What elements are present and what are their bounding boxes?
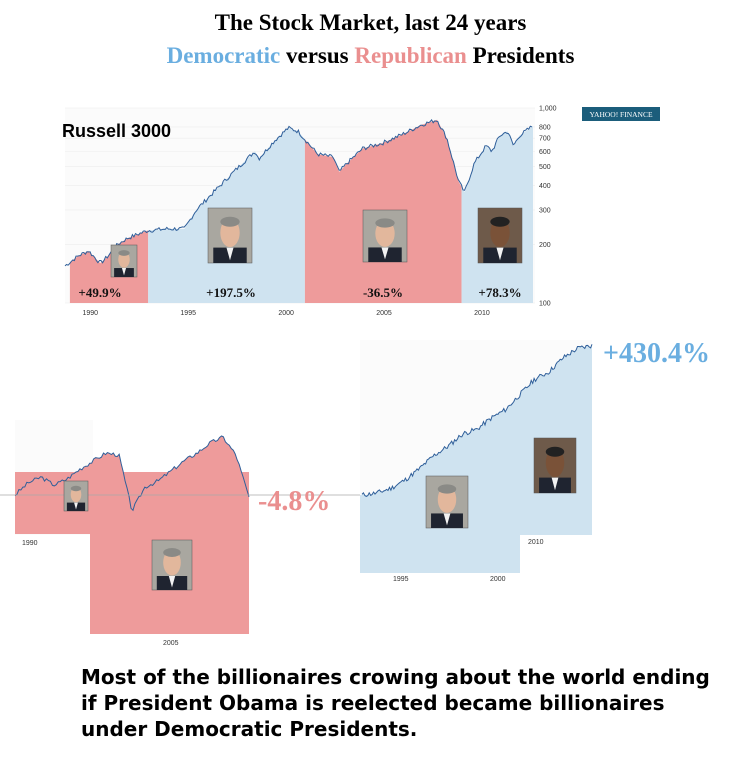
subtitle-presidents: Presidents [466,43,575,68]
x-tick-label: 1995 [180,310,196,317]
bush-jr-portrait [362,209,408,263]
russell-3000-title: Russell 3000 [62,121,171,141]
y-tick-label: 300 [539,207,551,214]
rep-total-change: -4.8% [258,486,330,517]
x-tick-label: 1990 [22,540,38,547]
x-tick-label: 1990 [83,310,99,317]
yahoo-finance-label: YAHOO! FINANCE [589,110,653,119]
subtitle-republican: Republican [354,43,467,68]
segment-change-label: +78.3% [478,285,521,300]
x-tick-label: 2010 [474,310,490,317]
y-tick-label: 700 [539,136,551,143]
dem-area-obama [520,495,592,535]
bush-jr-portrait [151,539,193,591]
y-tick-label: 400 [539,183,551,190]
y-tick-label: 1,000 [539,106,557,113]
yahoo-finance-badge [582,107,660,121]
y-tick-label: 800 [539,124,551,131]
x-tick-label: 2005 [376,310,392,317]
rep-combined-line [14,435,250,512]
y-tick-label: 500 [539,164,551,171]
y-tick-label: 600 [539,149,551,156]
russell-3000-line [64,119,533,267]
x-tick-label: 2000 [278,310,294,317]
obama-portrait [533,437,577,494]
dem-total-change: +430.4% [603,338,710,369]
x-tick-label: 1995 [393,576,409,583]
chart-title: The Stock Market, last 24 years [214,10,527,35]
bush-sr-portrait [110,244,138,278]
obama-portrait [477,207,523,264]
subtitle-democratic: Democratic [166,43,281,68]
y-tick-label: 100 [539,301,551,308]
x-tick-label: 2000 [490,576,506,583]
clinton-portrait [425,475,469,529]
dem-combined-line [361,344,593,497]
caption: Most of the billionaires crowing about t… [81,665,710,741]
x-tick-label: 2005 [163,640,179,647]
y-tick-label: 200 [539,242,551,249]
chart-subtitle: Democratic versus Republican Presidents [0,43,741,69]
segment-change-label: -36.5% [363,285,403,300]
x-tick-label: 2010 [528,539,544,546]
subtitle-versus: versus [280,43,355,68]
clinton-portrait [207,207,253,264]
bush-sr-portrait [63,480,89,512]
segment-change-label: +49.9% [78,285,121,300]
segment-change-label: +197.5% [206,285,256,300]
